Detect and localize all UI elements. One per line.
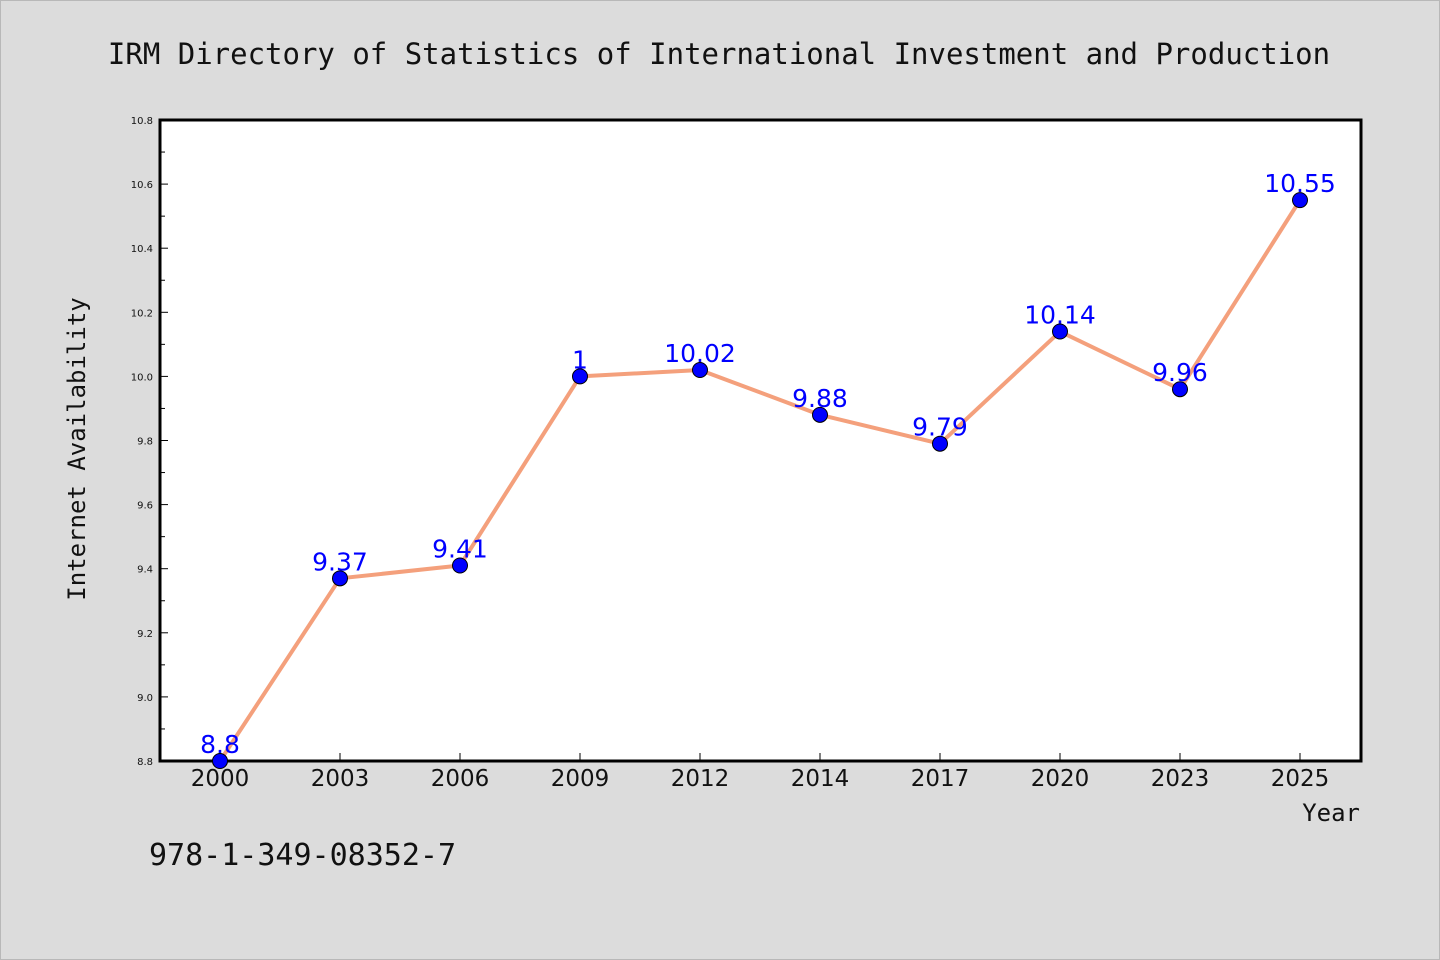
x-tick-label: 2009 <box>551 766 610 792</box>
y-tick-label: 9.0 <box>137 693 153 704</box>
x-tick-label: 2025 <box>1271 766 1330 792</box>
x-tick-label: 2006 <box>431 766 490 792</box>
data-point-label: 9.37 <box>312 547 368 576</box>
y-tick-label: 9.6 <box>137 501 153 512</box>
y-tick-label: 9.4 <box>137 565 153 576</box>
data-point-marker <box>1052 323 1068 340</box>
data-point-marker <box>452 557 468 574</box>
y-axis-title: Internet Availability <box>63 297 91 600</box>
series-marker-layer <box>212 192 1308 769</box>
y-tick-label: 10.4 <box>131 244 153 255</box>
data-point-marker <box>332 570 348 587</box>
data-point-label: 9.79 <box>912 413 968 442</box>
y-tick-label: 9.8 <box>137 437 153 448</box>
chart-title: IRM Directory of Statistics of Internati… <box>108 37 1330 71</box>
y-axis: 8.8 9.0 9.2 9.4 9.6 9.8 10.0 10.2 10.4 10.6 10.8 <box>131 116 168 768</box>
data-point-marker <box>932 435 948 452</box>
data-point-label: 10.02 <box>664 339 736 368</box>
data-point-marker <box>212 753 228 769</box>
data-point-label: 8.8 <box>200 730 240 759</box>
data-point-marker <box>1292 192 1308 209</box>
data-point-marker <box>572 368 588 385</box>
data-point-label: 10.14 <box>1024 301 1096 330</box>
data-point-marker <box>1172 381 1188 398</box>
data-point-label: 1 <box>572 345 588 374</box>
data-point-label: 9.88 <box>792 384 848 413</box>
x-tick-label: 2023 <box>1151 766 1210 792</box>
y-tick-label: 10.6 <box>131 180 153 191</box>
y-tick-label: 10.0 <box>131 372 153 383</box>
x-tick-label: 2003 <box>311 766 370 792</box>
y-tick-label: 10.8 <box>131 116 153 127</box>
data-point-marker <box>692 361 708 378</box>
x-tick-label: 2020 <box>1031 766 1090 792</box>
y-tick-label: 9.2 <box>137 629 153 640</box>
data-label-layer: 8.8 9.37 9.41 1 10.02 9.88 9.79 10.14 9.96 10.55 <box>200 169 1336 759</box>
x-tick-label: 2017 <box>911 766 970 792</box>
data-point-label: 9.96 <box>1152 358 1208 387</box>
series-line-layer <box>218 199 1302 763</box>
plot-area <box>158 118 1363 763</box>
data-point-label: 9.41 <box>432 534 488 563</box>
data-point-label: 10.55 <box>1264 169 1336 198</box>
x-axis-title: Year <box>1302 799 1360 827</box>
x-tick-label: 2012 <box>671 766 730 792</box>
y-tick-label: 10.2 <box>131 308 153 319</box>
data-point-marker <box>812 406 828 423</box>
y-tick-label: 8.8 <box>137 757 153 768</box>
isbn-footer: 978-1-349-08352-7 <box>149 838 456 873</box>
x-axis: 2000 2003 2006 2009 2012 2014 2017 2020 2023 2025 <box>191 753 1330 792</box>
x-tick-label: 2000 <box>191 766 250 792</box>
series-line <box>218 199 1302 763</box>
x-tick-label: 2014 <box>791 766 850 792</box>
